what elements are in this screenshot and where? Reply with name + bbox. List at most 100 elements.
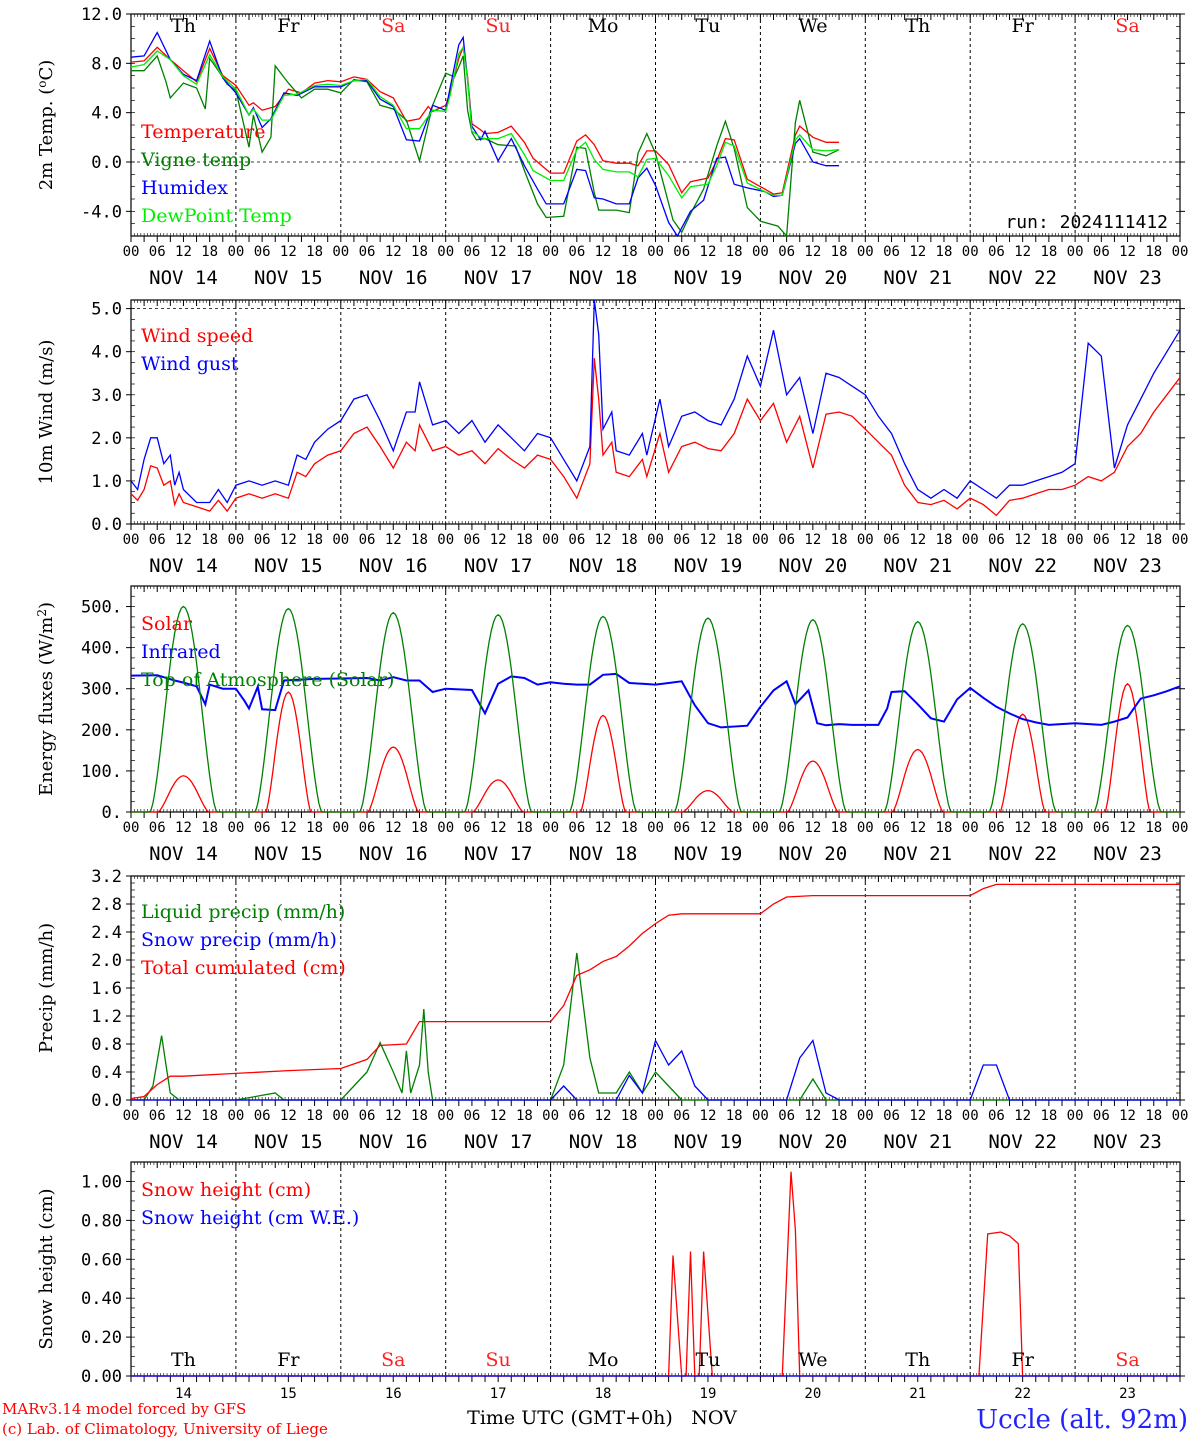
hour-tick-label: 12	[490, 1108, 507, 1124]
date-label: NOV 23	[1093, 1131, 1162, 1153]
hour-tick-label: 12	[385, 244, 402, 260]
hour-tick-label: 18	[621, 1108, 638, 1124]
hour-tick-label: 06	[883, 244, 900, 260]
weekday-label: Tu	[695, 1349, 720, 1371]
hour-tick-label: 00	[332, 532, 349, 548]
hour-tick-label: 18	[1145, 1108, 1162, 1124]
date-label: NOV 14	[149, 555, 218, 577]
hour-tick-label: 12	[175, 244, 192, 260]
weekday-label: Sa	[381, 15, 405, 37]
hour-tick-label: 18	[1145, 244, 1162, 260]
hour-tick-label: 00	[123, 1108, 140, 1124]
y-tick-label: 8.0	[91, 54, 122, 74]
weekday-label: Su	[486, 1349, 511, 1371]
legend-entry: Infrared	[141, 641, 221, 663]
hour-tick-label: 06	[673, 1108, 690, 1124]
y-tick-label: 0.80	[81, 1211, 122, 1231]
hour-tick-label: 06	[568, 1108, 585, 1124]
hour-tick-label: 12	[595, 532, 612, 548]
weekday-label: Fr	[277, 1349, 300, 1371]
hour-tick-label: 18	[516, 244, 533, 260]
hour-tick-label: 00	[647, 820, 664, 836]
day-number-label: 23	[1119, 1386, 1136, 1402]
date-label: NOV 23	[1093, 843, 1162, 865]
run-label: run: 2024111412	[1005, 212, 1168, 233]
hour-tick-label: 12	[1014, 244, 1031, 260]
credit-line-2: (c) Lab. of Climatology, University of L…	[2, 1420, 328, 1438]
hour-tick-label: 06	[359, 1108, 376, 1124]
hour-tick-label: 00	[542, 532, 559, 548]
date-label: NOV 16	[359, 843, 428, 865]
day-number-label: 19	[700, 1386, 717, 1402]
hour-tick-label: 00	[752, 532, 769, 548]
legend-entry: Snow height (cm W.E.)	[141, 1207, 359, 1229]
date-label: NOV 21	[883, 1131, 952, 1153]
date-label: NOV 14	[149, 267, 218, 289]
series-line-humidex	[130, 31, 840, 238]
hour-tick-label: 06	[149, 820, 166, 836]
hour-tick-label: 00	[437, 532, 454, 548]
hour-tick-label: 18	[201, 532, 218, 548]
hour-tick-label: 06	[568, 820, 585, 836]
hour-tick-label: 12	[1119, 532, 1136, 548]
series-line-temperature	[130, 44, 840, 195]
hour-tick-label: 12	[804, 532, 821, 548]
date-label: NOV 22	[988, 267, 1057, 289]
hour-tick-label: 00	[332, 244, 349, 260]
hour-tick-label: 18	[831, 244, 848, 260]
hour-tick-label: 18	[831, 532, 848, 548]
hour-tick-label: 18	[411, 244, 428, 260]
y-tick-label: 400.	[81, 639, 122, 659]
date-label: NOV 18	[569, 267, 638, 289]
hour-tick-label: 18	[201, 820, 218, 836]
hour-tick-label: 06	[463, 820, 480, 836]
hour-tick-label: 06	[359, 532, 376, 548]
hour-tick-label: 00	[1172, 244, 1189, 260]
hour-tick-label: 06	[778, 244, 795, 260]
hour-tick-label: 12	[595, 1108, 612, 1124]
hour-tick-label: 18	[936, 244, 953, 260]
weekday-label: Mo	[588, 1349, 619, 1371]
hour-tick-label: 06	[149, 1108, 166, 1124]
y-axis-label: Precip (mm/h)	[36, 923, 57, 1053]
hour-tick-label: 00	[647, 244, 664, 260]
day-number-label: 17	[490, 1386, 507, 1402]
hour-tick-label: 12	[1119, 820, 1136, 836]
hour-tick-label: 18	[306, 820, 323, 836]
weekday-label: Mo	[588, 15, 619, 37]
y-tick-label: 1.00	[81, 1172, 122, 1192]
date-label: NOV 20	[779, 843, 848, 865]
weekday-label: Tu	[695, 15, 720, 37]
hour-tick-label: 06	[988, 1108, 1005, 1124]
plot-frame	[130, 299, 1181, 525]
day-number-label: 18	[595, 1386, 612, 1402]
date-label: NOV 19	[674, 555, 743, 577]
hour-tick-label: 00	[962, 820, 979, 836]
date-label: NOV 22	[988, 1131, 1057, 1153]
hour-tick-label: 12	[700, 532, 717, 548]
date-label: NOV 15	[254, 843, 323, 865]
hour-tick-label: 12	[700, 820, 717, 836]
hour-tick-label: 06	[883, 820, 900, 836]
hour-tick-label: 18	[306, 532, 323, 548]
weekday-label: Fr	[1012, 1349, 1035, 1371]
y-axis-label: Energy fluxes (W/m2)	[35, 602, 57, 796]
date-label: NOV 14	[149, 1131, 218, 1153]
date-label: NOV 17	[464, 843, 533, 865]
hour-tick-label: 12	[595, 820, 612, 836]
y-tick-label: 3.0	[91, 386, 122, 406]
y-axis-label: Snow height (cm)	[36, 1188, 57, 1349]
month-label: NOV	[691, 1407, 737, 1429]
weekday-label: Th	[905, 1349, 930, 1371]
hour-tick-label: 12	[280, 820, 297, 836]
y-tick-label: 0.40	[81, 1289, 122, 1309]
hour-tick-label: 00	[962, 1108, 979, 1124]
hour-tick-label: 00	[1172, 532, 1189, 548]
hour-tick-label: 00	[227, 1108, 244, 1124]
y-tick-label: 0.0	[91, 1091, 122, 1111]
hour-tick-label: 18	[936, 1108, 953, 1124]
hour-tick-label: 18	[516, 532, 533, 548]
hour-tick-label: 18	[936, 532, 953, 548]
legend-entry: Wind gust	[141, 353, 239, 375]
day-number-label: 21	[909, 1386, 926, 1402]
